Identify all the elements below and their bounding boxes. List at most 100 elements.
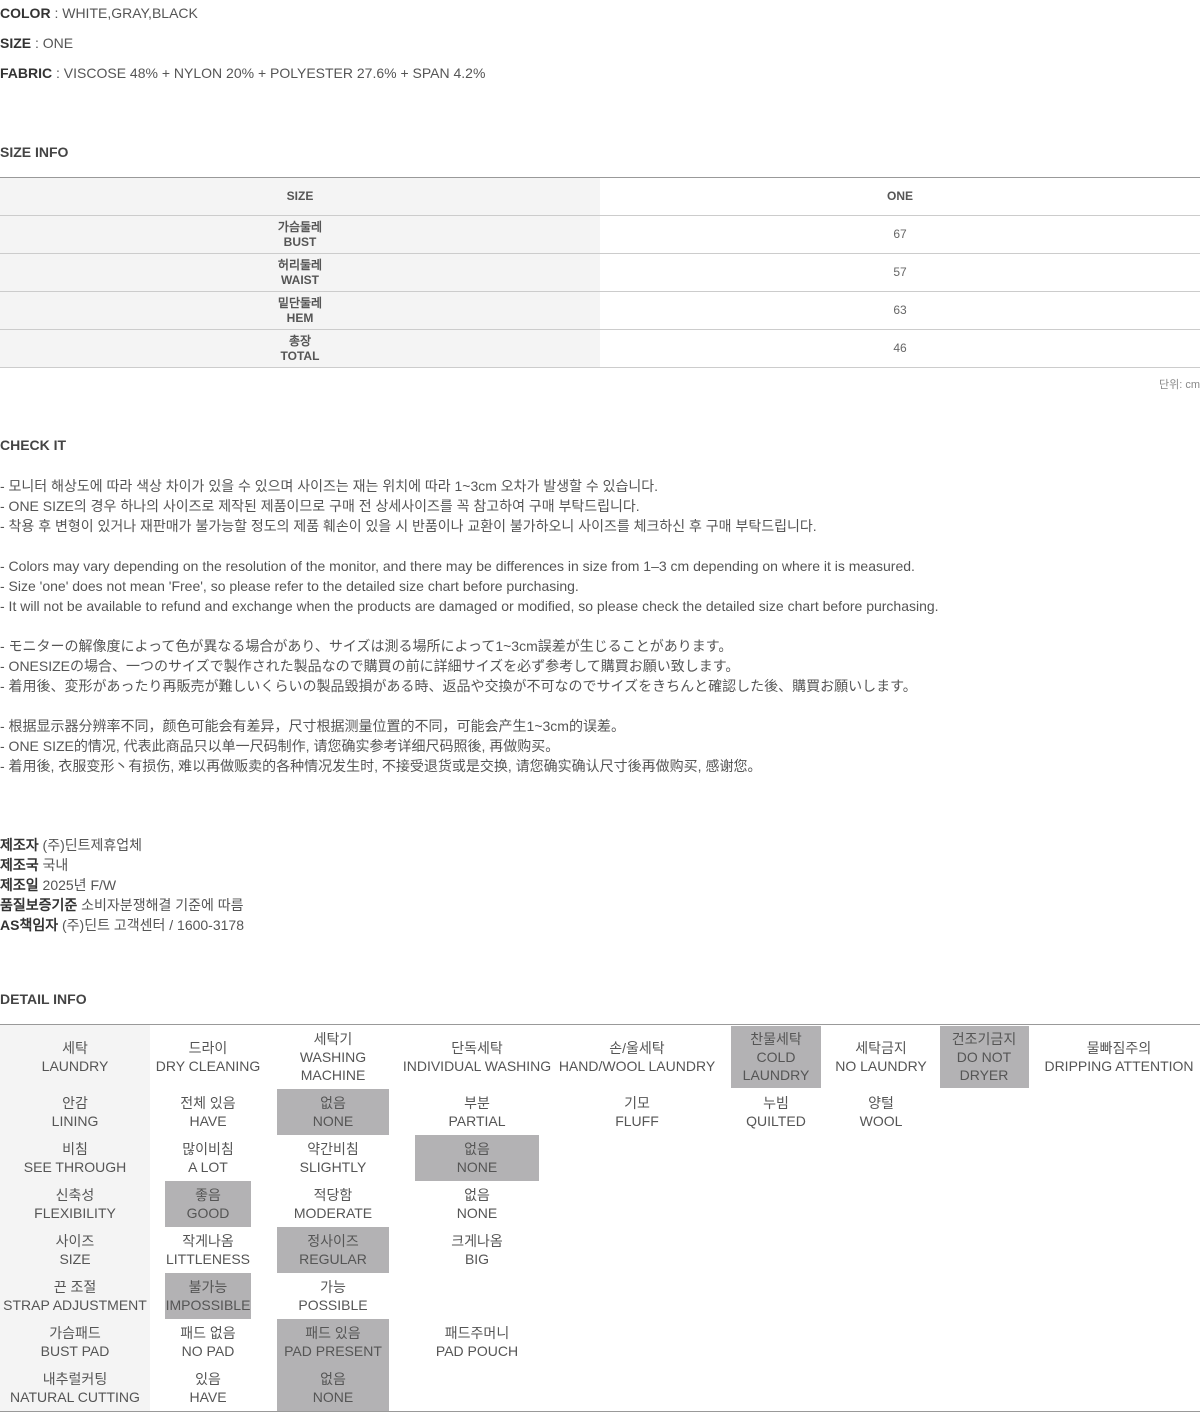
option-ko: 기모 [624, 1094, 650, 1111]
option-ko: 불가능 [188, 1278, 228, 1295]
maker-value: (주)딘트제휴업체 [42, 837, 143, 853]
measure-en: BUST [283, 234, 317, 249]
option-en: WASHING MACHINE [299, 1048, 367, 1083]
size-table: SIZE ONE 가슴둘레 BUST 67 허리둘레 WAIST 57 밑단둘레 HEM 63… [0, 177, 1200, 368]
option-en: HAVE [189, 1388, 227, 1405]
option-en: SEE THROUGH [23, 1158, 127, 1175]
option-ko: 양털 [868, 1094, 894, 1111]
option-en: NONE [456, 1204, 498, 1221]
spec-value: VISCOSE 48% + NYLON 20% + POLYESTER 27.6… [63, 65, 486, 81]
option-ko: 가슴패드 [49, 1324, 101, 1341]
check-note: - 着用後, 衣服变形丶有损伤, 难以再做贩卖的各种情况发生时, 不接受退货或是… [0, 758, 762, 774]
detail-option [930, 1319, 1038, 1365]
option-label: 많이비침 A LOT [150, 1139, 266, 1177]
check-note: - ONE SIZE的情况, 代表此商品只以单一尺码制作, 请您确实参考详细尺码… [0, 738, 560, 754]
spec-label: FABRIC [0, 65, 53, 81]
spec-fabric: FABRIC : VISCOSE 48% + NYLON 20% + POLYE… [0, 65, 486, 81]
option-ko: 건조기금지 [951, 1030, 1017, 1047]
maker-label: 품질보증기준 [0, 897, 78, 913]
detail-category: 세탁 LAUNDRY [0, 1024, 150, 1089]
detail-option: 있음 HAVE [150, 1365, 266, 1412]
option-label: 기모 FLUFF [554, 1093, 720, 1131]
option-en: LAUNDRY [41, 1057, 109, 1074]
option-ko: 적당함 [313, 1186, 353, 1203]
option-ko: 크게나옴 [451, 1232, 503, 1249]
detail-option: 누빔 QUILTED [720, 1089, 832, 1135]
measure-ko: 가슴둘레 [277, 219, 323, 234]
option-en: PARTIAL [448, 1112, 506, 1129]
detail-option [930, 1089, 1038, 1135]
detail-option [930, 1227, 1038, 1273]
detail-option: 세탁기 WASHING MACHINE [266, 1025, 400, 1089]
check-note: - 모니터 해상도에 따라 색상 차이가 있을 수 있으며 사이즈는 재는 위치… [0, 478, 659, 494]
detail-option: 양털 WOOL [832, 1089, 930, 1135]
detail-option [554, 1135, 720, 1181]
option-en: FLUFF [615, 1112, 659, 1129]
check-note: - Size 'one' does not mean 'Free', so pl… [0, 578, 579, 594]
detail-row: 내추럴커팅 NATURAL CUTTING 있음 HAVE 없음 NONE [0, 1364, 1200, 1412]
detail-option: 패드 있음 PAD PRESENT [266, 1318, 400, 1365]
option-en: NO PAD [181, 1342, 235, 1359]
detail-option [1038, 1181, 1200, 1227]
detail-option [832, 1181, 930, 1227]
option-en: HAVE [189, 1112, 227, 1129]
option-ko: 드라이 [188, 1039, 228, 1056]
detail-option [1038, 1273, 1200, 1319]
detail-category: 가슴패드 BUST PAD [0, 1318, 150, 1365]
option-en: NONE [312, 1112, 354, 1129]
option-label: 세탁 LAUNDRY [0, 1038, 150, 1076]
option-label: 누빔 QUILTED [720, 1093, 832, 1131]
detail-option: 패드주머니 PAD POUCH [400, 1319, 554, 1365]
maker-label: 제조자 [0, 837, 39, 853]
detail-table: 세탁 LAUNDRY 드라이 DRY CLEANING 세탁기 WASHING MACHI… [0, 1024, 1200, 1412]
option-label: 가슴패드 BUST PAD [0, 1323, 150, 1361]
option-ko: 부분 [464, 1094, 490, 1111]
measure-value: 57 [600, 253, 1200, 292]
detail-option: 건조기금지 DO NOT DRYER [930, 1025, 1038, 1089]
detail-option: 약간비침 SLIGHTLY [266, 1135, 400, 1181]
detail-option [1038, 1319, 1200, 1365]
measure-ko: 총장 [288, 333, 312, 348]
detail-option: 전체 있음 HAVE [150, 1089, 266, 1135]
option-label: 적당함 MODERATE [266, 1185, 400, 1223]
option-ko: 세탁기 [313, 1030, 353, 1047]
option-ko: 누빔 [763, 1094, 789, 1111]
detail-option [720, 1319, 832, 1365]
option-ko: 비침 [62, 1140, 88, 1157]
selected-option: 정사이즈 REGULAR [277, 1226, 389, 1273]
detail-option: 부분 PARTIAL [400, 1089, 554, 1135]
option-label: 패드주머니 PAD POUCH [400, 1323, 554, 1361]
maker-value: 소비자분쟁해결 기준에 따름 [81, 897, 244, 913]
option-label: 양털 WOOL [832, 1093, 930, 1131]
measure-en: TOTAL [280, 348, 320, 363]
option-ko: 전체 있음 [180, 1094, 236, 1111]
detail-option [720, 1181, 832, 1227]
option-ko: 없음 [464, 1186, 490, 1203]
detail-option: 드라이 DRY CLEANING [150, 1025, 266, 1089]
spec-label: COLOR [0, 5, 51, 21]
option-en: WOOL [859, 1112, 903, 1129]
maker-value: (주)딘트 고객센터 / 1600-3178 [61, 917, 244, 933]
detail-option: 많이비침 A LOT [150, 1135, 266, 1181]
spec-size: SIZE : ONE [0, 35, 74, 51]
detail-option [720, 1135, 832, 1181]
option-ko: 신축성 [55, 1186, 95, 1203]
detail-option [832, 1227, 930, 1273]
table-row: 가슴둘레 BUST 67 [0, 215, 1200, 254]
selected-option: 없음 NONE [415, 1134, 539, 1181]
option-label: 가능 POSSIBLE [266, 1277, 400, 1315]
check-it-title: CHECK IT [0, 437, 67, 453]
check-note: - モニターの解像度によって色が異なる場合があり、サイズは測る場所によって1~3… [0, 638, 733, 654]
option-en: LITTLENESS [165, 1250, 251, 1267]
detail-row: 사이즈 SIZE 작게나옴 LITTLENESS 정사이즈 REGULAR 크게나옴 BIG [0, 1226, 1200, 1273]
maker-row: 제조일 2025년 F/W [0, 875, 244, 895]
detail-option [930, 1365, 1038, 1412]
detail-option [554, 1319, 720, 1365]
option-label: 약간비침 SLIGHTLY [266, 1139, 400, 1177]
option-label: 세탁기 WASHING MACHINE [266, 1029, 400, 1085]
maker-row: 품질보증기준 소비자분쟁해결 기준에 따름 [0, 895, 244, 915]
option-en: DO NOT DRYER [956, 1048, 1012, 1083]
option-en: INDIVIDUAL WASHING [402, 1057, 552, 1074]
option-ko: 세탁 [62, 1039, 88, 1056]
option-en: BUST PAD [40, 1342, 110, 1359]
